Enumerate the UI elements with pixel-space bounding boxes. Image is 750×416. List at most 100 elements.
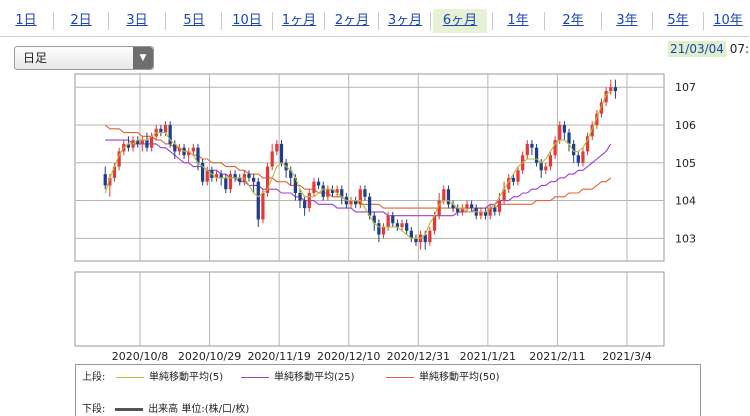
candle-body [567, 132, 571, 144]
candle-body [386, 215, 390, 227]
ma50-swatch [386, 376, 414, 378]
candle-body [270, 151, 274, 167]
candle-body [354, 200, 358, 205]
tab-separator [601, 12, 602, 30]
legend-lower-label: 下段: [82, 404, 106, 415]
candle-body [558, 125, 562, 141]
tab-9[interactable]: 1年 [507, 13, 529, 28]
candle-body [451, 204, 455, 209]
tab-1[interactable]: 2日 [70, 13, 92, 28]
tab-10[interactable]: 2年 [562, 13, 584, 28]
candle-body [367, 196, 372, 216]
candle-body [483, 211, 488, 216]
y-tick-label: 104 [675, 195, 696, 208]
candle-body [446, 189, 451, 205]
x-tick-label: 2020/12/31 [387, 350, 450, 363]
legend-item-ma25: 単純移動平均(25) [241, 368, 355, 383]
candle-body [168, 125, 172, 144]
candle-body [516, 170, 520, 182]
legend-lower-row: 下段: 出来高 単位:(株/口/枚) [82, 400, 249, 415]
tab-separator [652, 12, 653, 30]
ma25-line [105, 139, 612, 217]
candle-body [159, 128, 163, 133]
tab-6[interactable]: 2ヶ月 [334, 13, 370, 28]
tab-separator [544, 12, 545, 30]
candle-body [544, 166, 548, 171]
tab-12[interactable]: 5年 [667, 13, 689, 28]
candle-body [414, 238, 418, 243]
legend-upper-row: 上段: [82, 368, 112, 383]
tab-7[interactable]: 3ヶ月 [387, 13, 423, 28]
tab-2[interactable]: 3日 [126, 13, 148, 28]
volume-swatch [115, 407, 144, 411]
x-tick-label: 2021/2/11 [529, 350, 585, 363]
candle-body [539, 162, 543, 171]
x-tick-label: 2020/12/10 [317, 350, 380, 363]
candle-body [428, 230, 432, 243]
candle-body [173, 143, 177, 152]
candle-body [442, 189, 446, 201]
tab-11[interactable]: 3年 [616, 13, 638, 28]
candle-body [205, 170, 209, 182]
candle-body [553, 140, 557, 156]
candle-body [511, 177, 515, 182]
candle-body [307, 193, 311, 209]
tab-13[interactable]: 10年 [713, 13, 743, 28]
candle-body [187, 151, 191, 156]
date-label: 21/03/04 [668, 41, 726, 57]
tab-4[interactable]: 10日 [232, 13, 262, 28]
candle-body [405, 223, 409, 231]
y-tick-label: 106 [675, 119, 696, 132]
tab-separator [378, 12, 379, 30]
y-tick-label: 105 [675, 157, 696, 170]
chevron-down-icon[interactable]: ▼ [133, 47, 153, 69]
candle-body [391, 215, 395, 224]
x-tick-label: 2020/10/8 [112, 350, 168, 363]
interval-select[interactable]: 日足 ▼ [14, 46, 154, 70]
candle-body [470, 204, 474, 209]
legend-volume-text: 出来高 単位:(株/口/枚) [148, 404, 250, 415]
tab-8[interactable]: 6ヶ月 [433, 9, 487, 33]
candle-body [562, 125, 567, 133]
candle-body [488, 208, 492, 216]
ma25-swatch [241, 376, 269, 378]
candle-body [502, 189, 506, 201]
candle-body [326, 189, 330, 197]
legend-item-ma5: 単純移動平均(5) [116, 368, 223, 383]
candle-body [103, 174, 107, 186]
candle-body [363, 189, 367, 197]
candle-body [316, 181, 321, 186]
tab-3[interactable]: 5日 [183, 13, 205, 28]
tab-5[interactable]: 1ヶ月 [281, 13, 317, 28]
ma5-swatch [116, 376, 144, 378]
tab-separator [165, 12, 166, 30]
volume-plot-frame [74, 271, 665, 347]
candle-body [224, 177, 228, 190]
candle-body [423, 234, 427, 243]
tab-separator [272, 12, 273, 30]
candle-body [377, 223, 381, 235]
candle-body [395, 223, 400, 227]
candle-body [256, 181, 260, 220]
candle-body [108, 177, 112, 186]
candle-body [228, 174, 233, 190]
candle-body [177, 147, 182, 152]
candle-body [456, 208, 460, 212]
tab-0[interactable]: 1日 [15, 13, 37, 28]
candle-body [595, 113, 599, 125]
candle-body [293, 177, 297, 193]
legend-ma5-text: 単純移動平均(5) [149, 372, 224, 383]
candle-body [507, 177, 511, 190]
candle-body [479, 211, 483, 216]
tab-separator [492, 12, 493, 30]
candle-body [247, 174, 251, 178]
tab-separator [430, 12, 431, 30]
candle-body [613, 87, 618, 91]
candle-body [534, 147, 539, 163]
candle-body [191, 147, 195, 152]
legend-upper-label: 上段: [82, 372, 106, 383]
x-tick-label: 2021/3/4 [602, 350, 651, 363]
candle-body [437, 200, 441, 216]
candle-body [576, 155, 580, 163]
